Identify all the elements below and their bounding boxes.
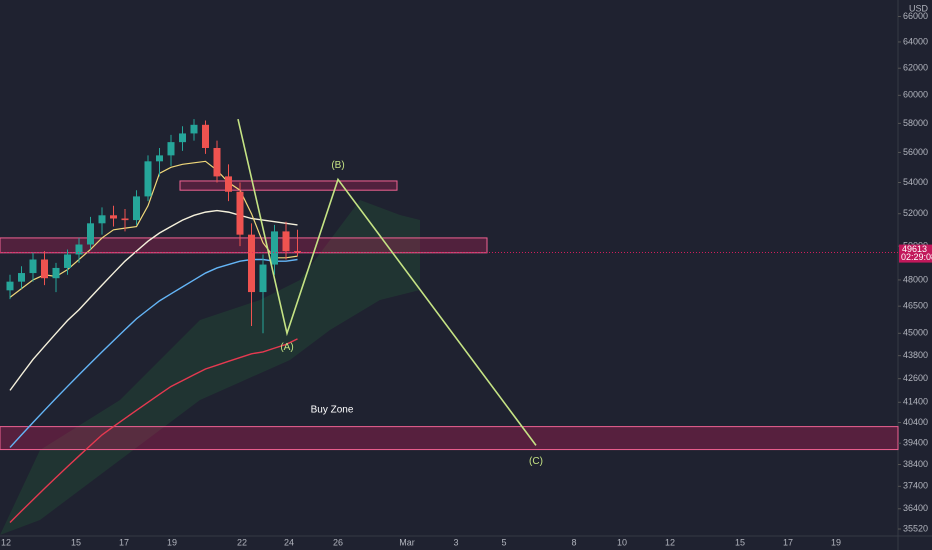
y-tick-label: 45000 [903, 328, 928, 338]
countdown-label: 02:29:08 [901, 252, 932, 262]
y-tick-label: 37400 [903, 481, 928, 491]
x-tick-label: 19 [831, 537, 841, 547]
wave-line [237, 118, 537, 446]
wave-label: (B) [331, 160, 344, 171]
x-tick-label: 12 [665, 537, 675, 547]
y-tick-label: 38400 [903, 459, 928, 469]
candle-body [179, 133, 186, 143]
y-tick-label: 54000 [903, 177, 928, 187]
candle-body [41, 259, 48, 279]
currency: USD [909, 3, 929, 13]
x-tick-label: 12 [1, 537, 11, 547]
y-tick-label: 56000 [903, 147, 928, 157]
candle-body [110, 215, 117, 219]
x-tick-label: 3 [453, 537, 458, 547]
x-tick-label: 10 [617, 537, 627, 547]
candle-body [75, 244, 83, 255]
x-tick-label: Mar [399, 537, 415, 547]
plot [0, 118, 899, 535]
last-price-box [899, 244, 932, 263]
candle-body [121, 218, 129, 221]
indicator-line [9, 338, 298, 523]
y-tick-label: 52000 [903, 208, 928, 218]
zone [179, 180, 398, 191]
wave-label: (C) [529, 456, 543, 467]
candle-body [87, 223, 94, 245]
x-tick-label: 24 [284, 537, 294, 547]
x-tick-label: 22 [237, 537, 247, 547]
y-tick-label: 64000 [903, 36, 928, 46]
candle-body [271, 231, 278, 265]
wave-label: (A) [280, 342, 293, 353]
candle-body [202, 124, 209, 148]
y-tick-label: 43800 [903, 350, 928, 360]
candle-body [294, 251, 301, 253]
candle-body [64, 254, 71, 268]
indicator-line [9, 209, 298, 391]
candle-body [213, 147, 221, 177]
x-tick-label: 15 [735, 537, 745, 547]
x-tick-label: 5 [501, 537, 506, 547]
candle-body [248, 234, 255, 293]
candle-body [225, 176, 232, 192]
y-tick-label: 42600 [903, 373, 928, 383]
price-axis-panel [898, 0, 932, 550]
y-tick-label: 48000 [903, 274, 928, 284]
candle-body [144, 161, 152, 197]
buy-zone-label: Buy Zone [311, 405, 354, 416]
y-tick-label: 66000 [903, 11, 928, 21]
y-tick-label: 62000 [903, 63, 928, 73]
candle-body [236, 191, 244, 235]
y-tick-label: 41400 [903, 397, 928, 407]
candle-body [18, 273, 25, 282]
y-tick-label: 46500 [903, 301, 928, 311]
y-tick-label: 58000 [903, 118, 928, 128]
candle-body [29, 259, 37, 274]
candle-body [156, 155, 163, 162]
y-tick-label: 39400 [903, 438, 928, 448]
candle-body [167, 142, 175, 156]
candle-body [6, 281, 14, 291]
zone [0, 426, 899, 451]
y-tick-label: 60000 [903, 90, 928, 100]
candle-body [98, 215, 106, 224]
x-tick-label: 19 [167, 537, 177, 547]
x-tick-label: 8 [571, 537, 576, 547]
zone [0, 237, 488, 254]
x-tick-label: 15 [71, 537, 81, 547]
x-tick-label: 17 [783, 537, 793, 547]
x-tick-label: 17 [119, 537, 129, 547]
candle-body [282, 231, 290, 252]
y-tick-label: 35520 [903, 523, 928, 533]
candle-body [52, 267, 60, 279]
y-tick-label: 36400 [903, 503, 928, 513]
candle-body [259, 264, 267, 293]
last-price-label: 49613 [902, 244, 927, 254]
y-tick-label: 40400 [903, 417, 928, 427]
x-tick-label: 26 [333, 537, 343, 547]
candle-body [190, 124, 198, 134]
candle-body [133, 196, 140, 221]
